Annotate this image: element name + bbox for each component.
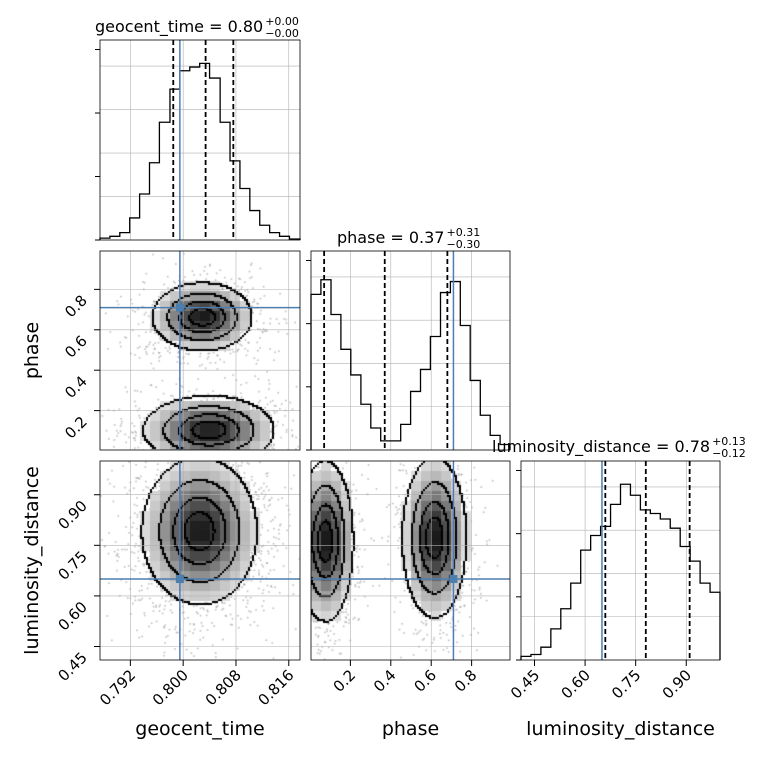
panel-title-minus: −0.30 [446,238,480,251]
x-tick-geocent_time: 0.800 [149,666,192,709]
y-tick-luminosity_distance: 0.60 [54,598,90,634]
y-axis-label-luminosity_distance: luminosity_distance [21,466,43,655]
x-tick-geocent_time: 0.816 [255,666,298,709]
panel-title-main: luminosity_distance = 0.78 [492,437,710,457]
panel-frame-luminosity_distance [520,460,721,661]
panel-frame-geocent_time-luminosity_distance [99,460,301,661]
x-tick-phase: 0.4 [370,666,400,696]
x-axis-label-luminosity_distance: luminosity_distance [526,718,715,740]
hist-grid-geocent_time [100,40,300,240]
x-tick-phase: 0.6 [410,666,440,696]
y-tick-luminosity_distance: 0.75 [54,547,90,583]
density-phase-luminosity_distance [311,461,510,660]
histogram-phase [310,279,511,450]
panel-title-plus: +0.13 [712,435,746,448]
panel-title-plus: +0.00 [265,15,299,28]
y-tick-phase: 0.2 [61,413,91,443]
panel-title-luminosity_distance: luminosity_distance = 0.78 +0.13−0.12 [492,435,746,460]
truth-marker-phase-luminosity_distance [449,575,458,584]
panel-frame-phase-luminosity_distance [310,460,511,661]
y-tick-luminosity_distance: 0.90 [54,497,90,533]
x-tick-luminosity_distance: 0.90 [659,666,695,702]
x-tick-phase: 0.8 [451,666,481,696]
panel-title-main: phase = 0.37 [337,228,444,247]
y-tick-luminosity_distance: 0.45 [54,649,90,685]
y-tick-phase: 0.4 [61,372,91,402]
y-tick-phase: 0.8 [61,291,91,321]
truth-marker-geocent_time-phase [175,303,184,312]
x-axis-label-geocent_time: geocent_time [135,718,264,740]
panel-title-plus: +0.31 [446,226,480,239]
panel-title-minus: −0.12 [712,447,746,460]
panel-title-phase: phase = 0.37 +0.31−0.30 [337,226,480,251]
density-geocent_time-phase [100,251,300,450]
x-tick-phase: 0.2 [330,666,360,696]
grid-geocent_time-phase [100,251,300,450]
truth-marker-geocent_time-luminosity_distance [175,575,184,584]
hist-grid-phase [311,251,510,450]
y-axis-label-phase: phase [21,322,43,379]
grid-phase-luminosity_distance [311,461,510,660]
y-tick-phase: 0.6 [61,332,91,362]
x-axis-label-phase: phase [382,718,439,740]
panel-frame-geocent_time [99,39,301,241]
panel-title-geocent_time: geocent_time = 0.80 +0.00−0.00 [95,15,299,40]
x-tick-geocent_time: 0.792 [96,666,139,709]
panel-frame-geocent_time-phase [99,250,301,451]
histogram-geocent_time [99,62,301,240]
density-geocent_time-luminosity_distance [100,461,300,660]
x-tick-luminosity_distance: 0.75 [608,666,644,702]
panel-title-main: geocent_time = 0.80 [95,17,263,37]
histogram-luminosity_distance [520,483,721,660]
panel-title-minus: −0.00 [265,27,299,40]
grid-geocent_time-luminosity_distance [100,461,300,660]
x-tick-geocent_time: 0.808 [202,666,245,709]
x-tick-luminosity_distance: 0.45 [507,666,543,702]
x-tick-luminosity_distance: 0.60 [558,666,594,702]
panel-frame-phase [310,250,511,451]
